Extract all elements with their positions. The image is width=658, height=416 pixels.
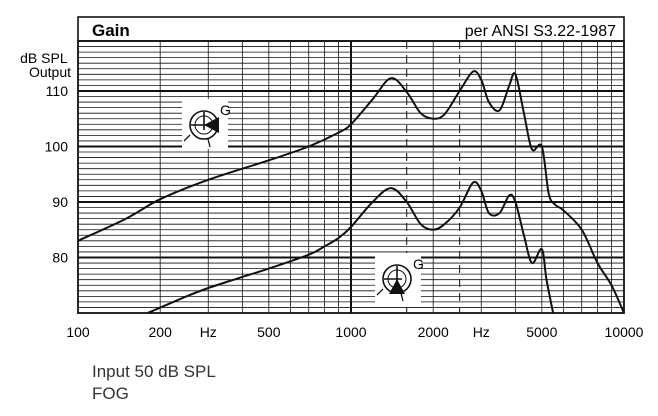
x-tick-label: Hz	[473, 324, 490, 340]
x-tick-label: 10000	[605, 324, 644, 340]
x-tick-label: 1000	[335, 324, 366, 340]
symbol-cross	[384, 266, 402, 284]
symbol-legs	[376, 288, 404, 302]
y-tick-label: 100	[45, 138, 69, 154]
chart-subtitle: per ANSI S3.22-1987	[465, 23, 616, 40]
x-tick-label: Hz	[200, 324, 217, 340]
symbol-legs	[183, 134, 211, 148]
x-tick-label: 200	[149, 324, 173, 340]
y-axis-title: dB SPL Output	[20, 50, 71, 80]
series	[78, 70, 624, 313]
symbol-wedge	[389, 279, 405, 294]
series-line-upper	[78, 70, 624, 313]
y-tick-label: 90	[52, 194, 68, 210]
series-line-lower	[147, 180, 555, 313]
y-tick-label: 110	[46, 83, 69, 99]
chart-title: Gain	[92, 21, 130, 40]
symbols: GG	[182, 99, 424, 303]
chart-header	[77, 16, 625, 42]
caption-input-level: Input 50 dB SPL	[92, 362, 216, 381]
x-tick-label: 2000	[418, 324, 449, 340]
symbol-label: G	[220, 102, 231, 118]
x-tick-label: 100	[66, 324, 90, 340]
symbol-label: G	[413, 256, 424, 272]
tick-labels: 80 90 100 110 100 200 Hz 500 1000 2000 Hz 5000 10000	[45, 83, 644, 340]
x-tick-label: 500	[257, 324, 281, 340]
caption-fog: FOG	[92, 384, 129, 403]
plot-frame	[77, 40, 625, 314]
x-tick-label: 5000	[526, 324, 557, 340]
gain-symbol-icon: G	[182, 99, 231, 149]
y-tick-label: 80	[52, 249, 68, 265]
gain-symbol-icon: G	[375, 253, 424, 303]
symbol-cross	[191, 112, 209, 130]
grid	[78, 40, 624, 313]
symbol-wedge	[204, 117, 219, 133]
